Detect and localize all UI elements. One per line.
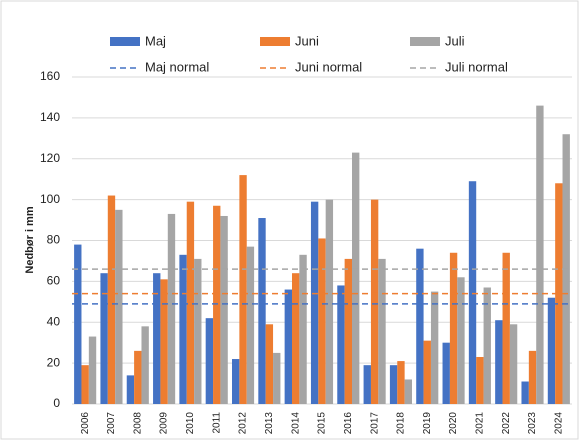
bar [115,209,123,404]
bar [509,324,518,404]
bar [134,350,142,404]
bar [126,375,135,404]
bar [495,320,503,404]
x-tick-label: 2009 [159,412,170,435]
bar [468,181,477,404]
bar [536,105,544,405]
x-tick-label: 2017 [369,412,380,435]
bar [483,287,491,404]
y-tick-label: 40 [47,314,61,328]
legend-label: Maj normal [145,59,209,74]
bar [284,289,292,404]
bar [337,285,345,404]
x-tick-label: 2024 [553,412,564,435]
bar [194,258,202,404]
bar [232,359,240,404]
x-tick-label: 2012 [238,412,249,435]
bar [81,365,89,404]
bar [449,252,458,404]
legend-swatch [110,37,140,46]
bar [167,213,176,404]
y-tick-label: 60 [47,274,61,288]
bar [352,152,360,404]
x-tick-label: 2010 [185,412,196,435]
bar [100,273,108,404]
y-tick-label: 100 [40,192,60,206]
bar [265,324,274,404]
bar [502,252,510,404]
bar [292,273,300,404]
bar [186,201,195,404]
bar [416,248,424,404]
legend-swatch [260,37,290,46]
legend-label: Maj [145,33,166,48]
bar [370,199,379,404]
x-tick-label: 2006 [80,412,91,435]
x-tick-label: 2013 [264,412,275,435]
y-tick-label: 160 [40,69,60,83]
bar [88,336,97,404]
y-tick-label: 120 [40,151,60,165]
legend-label: Juli [445,33,465,48]
x-tick-label: 2007 [106,412,117,435]
x-tick-label: 2020 [448,412,459,435]
bar [363,365,371,404]
bar [246,246,255,404]
bar [239,175,247,404]
x-tick-label: 2021 [475,412,486,435]
legend-label: Juni normal [295,59,362,74]
y-tick-label: 80 [47,233,61,247]
bar [160,279,168,404]
bar [273,352,281,404]
x-tick-label: 2015 [317,412,328,435]
legend-label: Juni [295,33,319,48]
bar [423,340,431,404]
x-tick-label: 2018 [396,412,407,435]
bar [457,277,465,404]
legend-label: Juli normal [445,59,508,74]
x-tick-label: 2014 [290,412,301,435]
bar [213,205,221,404]
bar [404,379,412,404]
y-axis-label: Nedbør i mm [24,206,36,273]
bar [318,238,326,404]
bar [528,350,537,404]
bar [547,297,556,404]
x-tick-label: 2008 [132,412,143,435]
x-tick-label: 2022 [501,412,512,435]
y-tick-label: 0 [53,396,60,410]
bar [430,291,439,404]
bar [325,199,334,404]
x-tick-label: 2019 [422,412,433,435]
legend-swatch [410,37,440,46]
bar [258,218,266,404]
bar [107,195,116,404]
y-tick-label: 140 [40,110,60,124]
bar [310,201,319,404]
x-tick-label: 2011 [211,412,222,434]
bar [397,361,405,404]
bar [205,318,214,404]
bar [521,381,529,404]
bar [389,365,398,404]
y-tick-label: 20 [47,355,61,369]
bar [442,342,450,404]
bar [153,273,161,404]
bar [378,258,386,404]
x-tick-label: 2016 [343,412,354,435]
bar [220,215,228,404]
bar [344,258,352,404]
bar [476,356,484,404]
bar [555,183,563,404]
bar [299,254,307,404]
bar [179,254,187,404]
x-tick-label: 2023 [527,412,538,435]
bar [74,244,82,404]
bar [141,326,149,404]
